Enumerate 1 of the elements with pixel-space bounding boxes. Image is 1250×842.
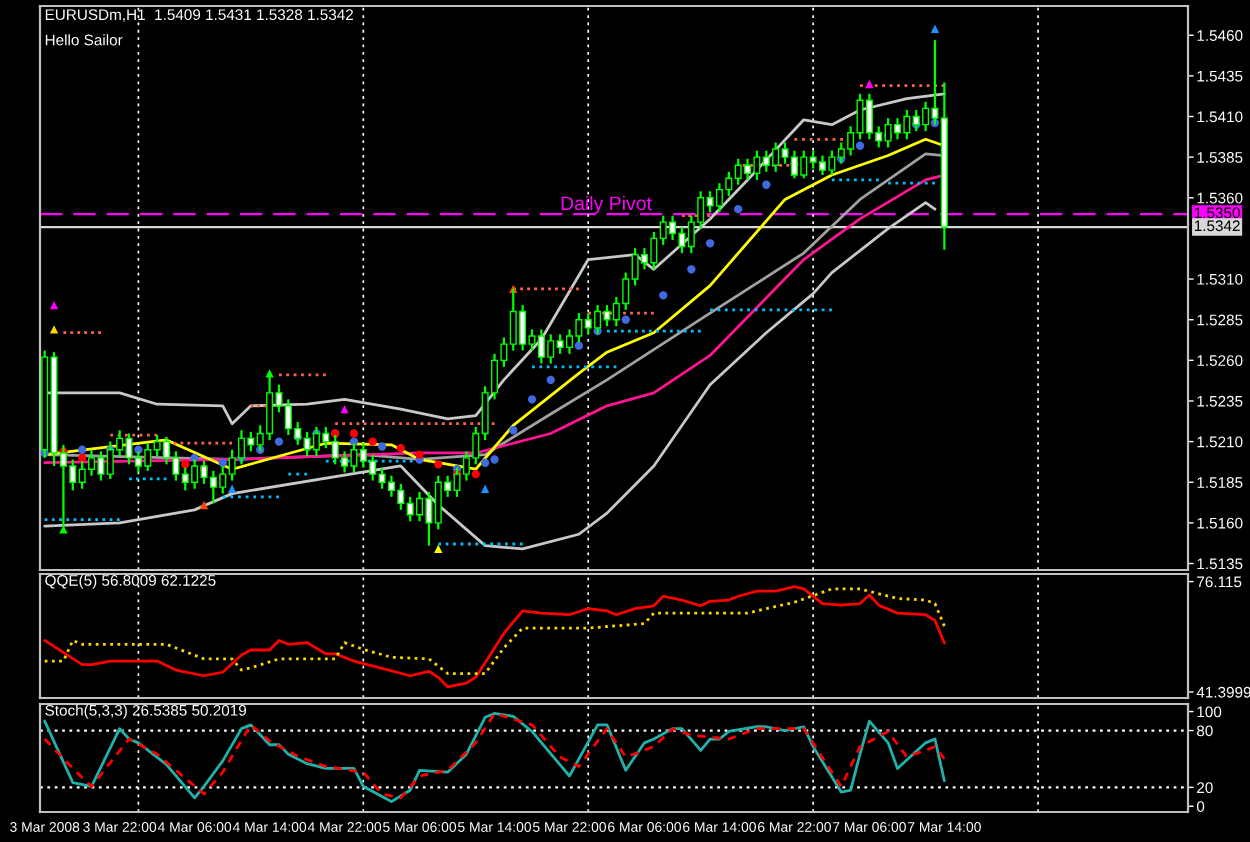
annotation: Daily Pivot [561, 195, 652, 215]
